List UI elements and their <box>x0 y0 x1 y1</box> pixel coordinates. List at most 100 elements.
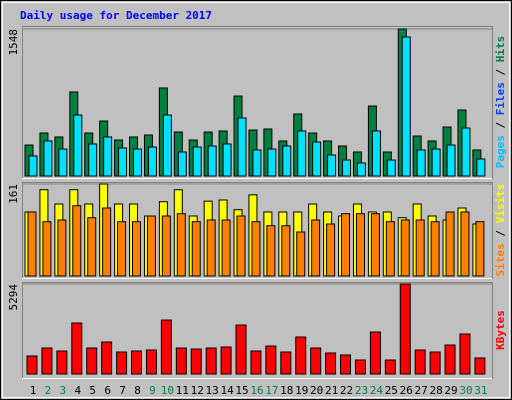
bar <box>41 347 53 375</box>
x-tick-label: 2 <box>45 384 52 397</box>
bar <box>325 352 337 375</box>
bar <box>461 127 471 177</box>
bar <box>342 159 352 177</box>
bar <box>460 211 470 277</box>
bar <box>310 347 322 375</box>
x-tick-label: 10 <box>161 384 174 397</box>
bar <box>265 345 277 375</box>
bar <box>445 211 455 277</box>
bar <box>459 333 471 375</box>
bar <box>354 359 366 375</box>
bar <box>86 347 98 375</box>
x-tick-label: 14 <box>220 384 234 397</box>
bar <box>251 221 261 277</box>
chart-title: Daily usage for December 2017 <box>20 9 212 22</box>
bar <box>222 143 232 177</box>
bar <box>73 114 83 177</box>
bar <box>280 351 292 375</box>
legend: Pages / Files / Hits <box>494 36 507 169</box>
x-tick-label: 8 <box>134 384 141 397</box>
bar <box>401 36 411 177</box>
bar <box>58 148 68 177</box>
x-tick-label: 4 <box>74 384 81 397</box>
bar <box>371 130 381 177</box>
bar <box>118 147 128 177</box>
x-tick-label: 16 <box>250 384 263 397</box>
bar <box>415 219 425 277</box>
bar <box>221 219 231 277</box>
bar <box>311 219 321 277</box>
x-tick-label: 31 <box>474 384 487 397</box>
x-tick-label: 21 <box>325 384 338 397</box>
bar <box>312 141 322 177</box>
bar <box>42 221 52 277</box>
x-tick-label: 24 <box>370 384 384 397</box>
y-tick-label: 161 <box>7 184 20 204</box>
legend-entry: KBytes <box>494 310 507 350</box>
bar <box>385 221 395 277</box>
bar <box>429 351 441 375</box>
bar <box>266 225 276 277</box>
x-tick-label: 17 <box>265 384 278 397</box>
x-tick-label: 28 <box>429 384 442 397</box>
bar <box>103 136 113 177</box>
bar <box>87 217 97 277</box>
x-tick-label: 1 <box>30 384 37 397</box>
bar <box>297 130 307 177</box>
bar <box>475 221 485 277</box>
x-tick-label: 22 <box>340 384 353 397</box>
bar <box>117 221 127 277</box>
bar <box>356 162 366 177</box>
x-tick-label: 9 <box>149 384 156 397</box>
bar <box>370 213 380 277</box>
bar <box>207 145 217 177</box>
bar <box>205 347 217 375</box>
legend: Sites / Visits <box>494 184 507 277</box>
bar <box>133 148 143 177</box>
x-tick-label: 6 <box>104 384 111 397</box>
x-tick-label: 11 <box>176 384 189 397</box>
legend-entry: Visits <box>494 184 507 224</box>
bar <box>252 149 262 177</box>
bar <box>369 331 381 375</box>
bar <box>431 148 441 177</box>
legend-entry: Pages <box>494 135 507 168</box>
bar <box>386 159 396 177</box>
bar <box>102 207 112 277</box>
bar <box>192 146 202 177</box>
x-tick-label: 3 <box>60 384 67 397</box>
x-tick-label: 15 <box>235 384 248 397</box>
bar <box>444 344 456 375</box>
x-tick-label: 27 <box>415 384 428 397</box>
bar <box>340 354 352 375</box>
bar <box>88 143 98 177</box>
bar <box>399 283 411 375</box>
bar <box>341 213 351 277</box>
x-tick-label: 7 <box>119 384 126 397</box>
bar <box>175 347 187 375</box>
bar <box>71 322 83 375</box>
bar <box>27 211 37 277</box>
bar <box>132 221 142 277</box>
bar <box>56 350 68 375</box>
bar <box>43 140 53 177</box>
legend-entry: Sites <box>494 243 507 276</box>
bar <box>177 151 187 177</box>
bar <box>235 324 247 375</box>
bar <box>145 349 157 375</box>
legend-entry: Files <box>494 82 507 115</box>
y-tick-label: 1548 <box>7 29 20 56</box>
bar <box>162 114 172 177</box>
bar <box>430 221 440 277</box>
bar <box>327 154 337 177</box>
bar <box>116 351 128 375</box>
bar <box>28 155 38 177</box>
bar <box>384 359 396 375</box>
bar <box>57 219 67 277</box>
bar <box>416 149 426 177</box>
bar <box>474 357 486 375</box>
bar <box>237 117 247 177</box>
bar <box>281 225 291 277</box>
x-tick-label: 13 <box>206 384 219 397</box>
